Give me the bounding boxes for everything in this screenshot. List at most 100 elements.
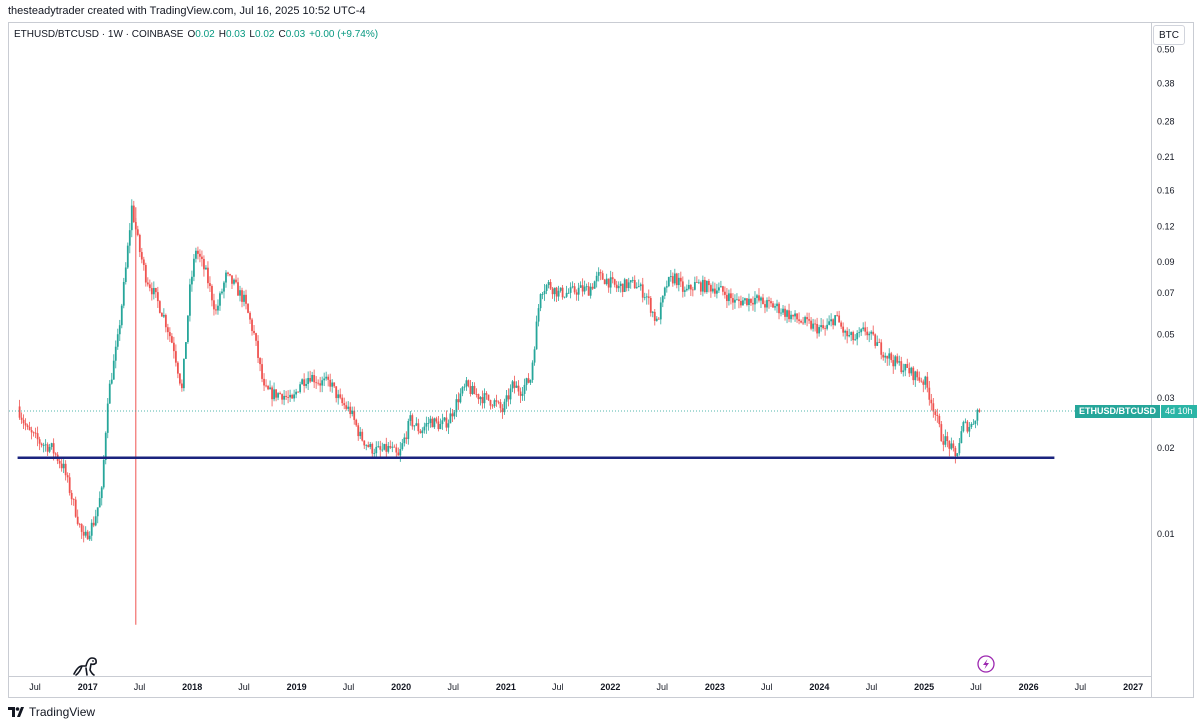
- candle-body: [18, 406, 21, 418]
- candle: [74, 496, 77, 518]
- candle: [94, 509, 97, 527]
- candle: [718, 282, 720, 294]
- candle: [140, 247, 143, 264]
- candle-body: [168, 332, 171, 337]
- x-tick-label: Jul: [343, 682, 355, 692]
- candle-body: [499, 402, 502, 409]
- candle: [305, 378, 308, 389]
- candle: [750, 298, 752, 306]
- candle: [235, 274, 237, 284]
- candle-body: [130, 205, 133, 231]
- candle-body: [511, 381, 514, 389]
- candle: [112, 354, 115, 380]
- candle-body: [82, 531, 85, 536]
- candle: [824, 325, 827, 336]
- candle: [36, 426, 39, 447]
- candle: [185, 342, 187, 359]
- candle: [641, 277, 644, 303]
- candle-body: [934, 411, 937, 415]
- candle-body: [22, 419, 25, 424]
- y-tick-label: 0.38: [1157, 79, 1175, 89]
- candle: [172, 336, 175, 359]
- candle-body: [158, 301, 161, 313]
- candle-body: [543, 290, 546, 295]
- candle: [275, 389, 277, 402]
- candle: [780, 308, 782, 317]
- candle: [427, 416, 430, 431]
- candle: [351, 406, 354, 417]
- candle: [653, 309, 656, 326]
- candle: [50, 442, 53, 450]
- candle-body: [571, 286, 574, 288]
- dino-logo-icon: [73, 657, 97, 676]
- symbol-title[interactable]: ETHUSD/BTCUSD · 1W · COINBASE: [14, 29, 184, 40]
- candle: [311, 371, 314, 382]
- candle-body: [191, 276, 193, 285]
- candle: [231, 275, 233, 290]
- candle: [619, 281, 622, 293]
- candle: [253, 325, 255, 335]
- candle: [152, 281, 155, 300]
- candle: [495, 394, 498, 407]
- candle-body: [162, 315, 165, 317]
- candle-body: [303, 379, 306, 386]
- candle: [912, 366, 915, 385]
- candle: [417, 418, 420, 435]
- candle-body: [128, 230, 131, 246]
- candle: [840, 320, 843, 330]
- candle-body: [449, 413, 452, 424]
- candle: [319, 376, 322, 393]
- candle: [211, 284, 213, 307]
- candle: [960, 426, 963, 444]
- candle: [635, 282, 638, 289]
- candle: [633, 275, 636, 289]
- candle-body: [659, 302, 662, 320]
- candle-body: [868, 333, 871, 336]
- candle-body: [601, 273, 604, 280]
- candle: [357, 422, 360, 441]
- x-tick-label: Jul: [656, 682, 668, 692]
- candle-body: [138, 234, 141, 253]
- candle-body: [736, 299, 738, 301]
- candle-body: [663, 287, 666, 296]
- candle-body: [435, 418, 438, 422]
- candle: [709, 283, 712, 298]
- candle-body: [483, 393, 486, 404]
- candle: [355, 418, 358, 427]
- footer-brand[interactable]: TradingView: [8, 705, 95, 719]
- high-value: 0.03: [225, 29, 246, 40]
- chart-caption: thesteadytrader created with TradingView…: [8, 5, 366, 17]
- candle: [499, 399, 502, 413]
- candle-body: [223, 282, 225, 292]
- candle-body: [399, 449, 402, 456]
- candle: [930, 393, 933, 411]
- lightning-icon[interactable]: [977, 655, 995, 673]
- candle-body: [926, 376, 929, 388]
- candle: [748, 293, 750, 312]
- candle-body: [277, 393, 279, 398]
- candle: [547, 279, 550, 289]
- candle-body: [685, 288, 688, 291]
- candle: [467, 379, 470, 388]
- candle-body: [124, 267, 127, 282]
- candle-body: [229, 273, 231, 276]
- candle-body: [335, 386, 338, 399]
- x-tick-label: 2025: [914, 682, 934, 692]
- currency-button[interactable]: BTC: [1153, 25, 1185, 45]
- candle-body: [701, 279, 704, 292]
- candle: [974, 420, 977, 429]
- last-price-tag: ETHUSD/BTCUSD 4d 10h: [1075, 404, 1197, 418]
- candle: [42, 442, 45, 453]
- candle-body: [774, 306, 776, 308]
- candle-body: [812, 323, 814, 329]
- candle-body: [297, 391, 300, 393]
- candle-body: [327, 376, 330, 380]
- x-tick-label: 2021: [496, 682, 516, 692]
- candle: [219, 291, 221, 311]
- candle-body: [573, 286, 576, 293]
- candle: [263, 373, 265, 392]
- candle: [251, 317, 253, 336]
- candle: [948, 440, 951, 457]
- candle-body: [164, 315, 167, 328]
